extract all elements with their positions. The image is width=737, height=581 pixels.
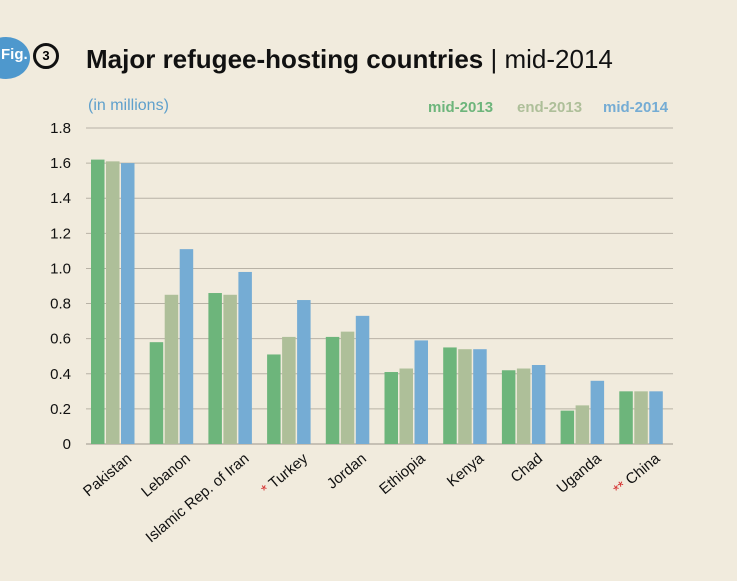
bar-mid-2013-islamic-rep-of-iran: [208, 293, 222, 444]
fig-badge-label: Fig.: [1, 46, 28, 63]
legend-item-mid-2013: mid-2013: [428, 99, 494, 116]
y-tick-label: 0.2: [50, 401, 71, 418]
category-name: Jordan: [324, 450, 370, 493]
category-name: Chad: [508, 450, 546, 486]
y-tick-label: 0.8: [50, 296, 71, 313]
category-name: Uganda: [553, 450, 605, 497]
bar-mid-2014-lebanon: [179, 249, 194, 444]
y-tick-label: 1.4: [50, 190, 71, 207]
bar-mid-2014-jordan: [355, 315, 370, 444]
bar-mid-2014-china: [649, 391, 663, 444]
y-tick-label: 1.2: [50, 225, 71, 242]
bar-mid-2013-pakistan: [91, 159, 105, 444]
y-tick-label: 1.6: [50, 155, 71, 172]
bar-end-2013-uganda: [575, 405, 590, 444]
y-tick-label: 0.6: [50, 331, 71, 348]
category-name: Islamic Rep. of Iran: [143, 450, 253, 546]
bar-mid-2013-chad: [501, 370, 516, 444]
bar-mid-2014-turkey: [297, 300, 311, 444]
bar-mid-2013-lebanon: [149, 342, 164, 444]
bar-mid-2013-turkey: [267, 354, 281, 444]
x-tick-label: Islamic Rep. of Iran: [143, 450, 253, 546]
bar-end-2013-pakistan: [106, 161, 120, 444]
x-tick-label: Chad: [508, 450, 546, 486]
figure-number: 3: [33, 43, 59, 69]
bar-end-2013-chad: [516, 368, 531, 444]
chart-title-main: Major refugee-hosting countries: [86, 44, 484, 74]
bar-mid-2013-kenya: [443, 347, 457, 444]
category-name: Ethiopia: [376, 450, 429, 498]
bar-mid-2013-ethiopia: [384, 372, 398, 444]
bar-end-2013-lebanon: [164, 294, 179, 444]
x-tick-label: Uganda: [553, 450, 605, 497]
bar-end-2013-turkey: [282, 336, 296, 444]
legend-item-end-2013: end-2013: [517, 99, 583, 116]
bar-mid-2014-ethiopia: [414, 340, 428, 444]
x-tick-label: Lebanon: [138, 450, 194, 501]
bar-end-2013-jordan: [340, 331, 355, 444]
bar-mid-2014-kenya: [473, 349, 487, 444]
x-tick-label: Pakistan: [80, 450, 135, 500]
unit-label: (in millions): [88, 97, 169, 114]
x-tick-label: Ethiopia: [376, 450, 429, 498]
x-tick-label: * Turkey: [258, 450, 311, 499]
bar-mid-2013-china: [619, 391, 633, 444]
category-name: China: [622, 450, 663, 489]
x-tick-label: Jordan: [324, 450, 370, 493]
bar-end-2013-ethiopia: [399, 368, 413, 444]
bar-end-2013-kenya: [458, 349, 472, 444]
bar-mid-2013-uganda: [560, 410, 575, 444]
bar-mid-2014-uganda: [590, 380, 605, 444]
bar-mid-2014-pakistan: [121, 163, 135, 444]
bar-mid-2014-chad: [531, 365, 546, 444]
legend-item-mid-2014: mid-2014: [603, 99, 669, 116]
bar-mid-2014-islamic-rep-of-iran: [238, 271, 252, 444]
category-name: Kenya: [444, 450, 488, 491]
chart-title: Major refugee-hosting countries | mid-20…: [86, 44, 613, 75]
y-tick-label: 1.8: [50, 120, 71, 137]
y-tick-label: 0: [63, 436, 71, 453]
y-tick-label: 1.0: [50, 260, 71, 277]
bar-end-2013-islamic-rep-of-iran: [223, 294, 237, 444]
bar-mid-2013-jordan: [325, 336, 340, 444]
x-tick-label: Kenya: [444, 450, 488, 491]
category-name: Pakistan: [80, 450, 135, 500]
y-tick-label: 0.4: [50, 366, 71, 383]
chart-title-sub: mid-2014: [504, 44, 613, 74]
x-tick-label: ** China: [610, 450, 664, 499]
bar-end-2013-china: [634, 391, 648, 444]
title-separator: |: [483, 44, 505, 74]
category-name: Lebanon: [138, 450, 194, 501]
category-name: Turkey: [266, 450, 312, 492]
